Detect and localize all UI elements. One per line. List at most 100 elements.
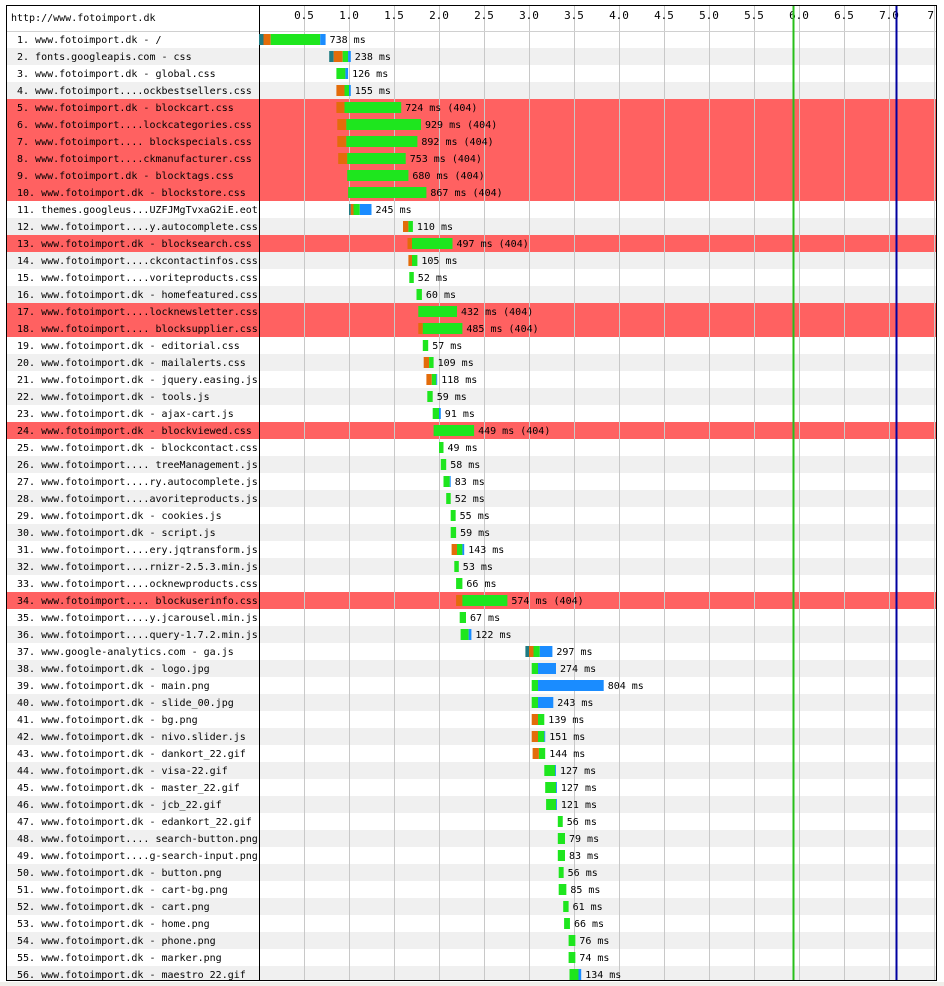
bar-download bbox=[555, 765, 556, 776]
request-label: 41. www.fotoimport.dk - bg.png bbox=[17, 715, 198, 726]
duration-label: 243 ms bbox=[557, 698, 593, 709]
x-tick-label: 1.0 bbox=[339, 9, 359, 22]
row-background bbox=[7, 303, 936, 320]
bar-ttfb bbox=[342, 51, 349, 62]
request-label: 25. www.fotoimport.dk - blockcontact.css bbox=[17, 443, 258, 454]
bar-connect bbox=[451, 544, 457, 555]
bar-connect bbox=[263, 34, 271, 45]
bar-connect bbox=[456, 595, 463, 606]
bar-ttfb bbox=[538, 748, 546, 759]
duration-label: 79 ms bbox=[569, 834, 599, 845]
bar-download bbox=[320, 34, 326, 45]
row-background bbox=[7, 864, 936, 881]
request-label: 1. www.fotoimport.dk - / bbox=[17, 35, 162, 46]
duration-label: 105 ms bbox=[421, 256, 457, 267]
request-label: 22. www.fotoimport.dk - tools.js bbox=[17, 392, 210, 403]
bar-ttfb bbox=[454, 561, 459, 572]
duration-label: 121 ms bbox=[561, 800, 597, 811]
bar-ttfb bbox=[462, 595, 508, 606]
bar-ttfb bbox=[531, 663, 538, 674]
request-label: 48. www.fotoimport.... search-button.png bbox=[17, 834, 258, 845]
duration-label: 59 ms bbox=[460, 528, 490, 539]
request-label: 6. www.fotoimport....lockcategories.css bbox=[17, 120, 252, 131]
x-tick-label: 4.5 bbox=[654, 9, 674, 22]
row-background bbox=[7, 745, 936, 762]
duration-label: 449 ms (404) bbox=[478, 426, 550, 437]
request-label: 39. www.fotoimport.dk - main.png bbox=[17, 681, 210, 692]
request-label: 50. www.fotoimport.dk - button.png bbox=[17, 868, 222, 879]
bar-ttfb bbox=[422, 323, 463, 334]
request-label: 47. www.fotoimport.dk - edankort_22.gif bbox=[17, 817, 252, 828]
bar-ttfb bbox=[344, 102, 402, 113]
duration-label: 144 ms bbox=[549, 749, 585, 760]
bar-ttfb bbox=[443, 476, 450, 487]
bar-ttfb bbox=[568, 935, 576, 946]
request-label: 17. www.fotoimport....locknewsletter.css bbox=[17, 307, 258, 318]
duration-label: 432 ms (404) bbox=[461, 307, 533, 318]
bar-ttfb bbox=[557, 816, 563, 827]
bar-download bbox=[539, 646, 553, 657]
request-label: 45. www.fotoimport.dk - master_22.gif bbox=[17, 783, 240, 794]
row-background bbox=[7, 439, 936, 456]
bar-connect bbox=[531, 714, 538, 725]
bar-ttfb bbox=[418, 306, 457, 317]
bar-connect bbox=[350, 204, 354, 215]
waterfall-svg: http://www.fotoimport.dk 0.5 1.0 1.5 2.0 2.5 3… bbox=[7, 6, 936, 981]
x-tick-label: 2.5 bbox=[474, 9, 494, 22]
row-background bbox=[7, 31, 936, 48]
bar-connect bbox=[418, 323, 423, 334]
request-label: 12. www.fotoimport....y.autocomplete.css bbox=[17, 222, 258, 233]
request-label: 44. www.fotoimport.dk - visa-22.gif bbox=[17, 766, 228, 777]
row-background bbox=[7, 847, 936, 864]
bar-download bbox=[538, 663, 556, 674]
duration-label: 52 ms bbox=[455, 494, 485, 505]
bar-download bbox=[556, 799, 557, 810]
row-background bbox=[7, 48, 936, 65]
duration-label: 867 ms (404) bbox=[430, 188, 502, 199]
duration-label: 66 ms bbox=[574, 919, 604, 930]
duration-label: 67 ms bbox=[470, 613, 500, 624]
request-label: 56. www.fotoimport.dk - maestro_22.gif bbox=[17, 970, 246, 981]
row-background bbox=[7, 966, 936, 980]
duration-label: 297 ms bbox=[556, 647, 592, 658]
request-label: 31. www.fotoimport....ery.jqtransform.js bbox=[17, 545, 258, 556]
bar-ttfb bbox=[422, 340, 429, 351]
bar-ttfb bbox=[347, 153, 406, 164]
bar-dns bbox=[259, 34, 264, 45]
bar-download bbox=[359, 204, 372, 215]
bar-ttfb bbox=[408, 221, 413, 232]
bar-ttfb bbox=[412, 255, 418, 266]
x-tick-label: 2.0 bbox=[429, 9, 449, 22]
duration-label: 83 ms bbox=[455, 477, 485, 488]
bar-ttfb bbox=[564, 918, 570, 929]
bar-connect bbox=[403, 221, 409, 232]
bar-download bbox=[348, 51, 351, 62]
duration-label: 57 ms bbox=[432, 341, 462, 352]
row-background bbox=[7, 694, 936, 711]
bar-connect bbox=[531, 731, 538, 742]
bar-download bbox=[436, 374, 438, 385]
duration-label: 55 ms bbox=[460, 511, 490, 522]
duration-label: 83 ms bbox=[569, 851, 599, 862]
duration-label: 929 ms (404) bbox=[425, 120, 497, 131]
bar-connect bbox=[336, 85, 345, 96]
bar-download bbox=[556, 782, 557, 793]
duration-label: 109 ms bbox=[438, 358, 474, 369]
row-background bbox=[7, 371, 936, 388]
bar-download bbox=[345, 68, 349, 79]
x-tick-label: 6.0 bbox=[789, 9, 809, 22]
duration-label: 58 ms bbox=[450, 460, 480, 471]
duration-label: 139 ms bbox=[548, 715, 584, 726]
bar-ttfb bbox=[346, 136, 418, 147]
bar-ttfb bbox=[433, 425, 475, 436]
duration-label: 155 ms bbox=[355, 86, 391, 97]
bar-ttfb bbox=[459, 612, 466, 623]
request-label: 43. www.fotoimport.dk - dankort_22.gif bbox=[17, 749, 246, 760]
bar-ttfb bbox=[557, 833, 565, 844]
row-background bbox=[7, 813, 936, 830]
duration-label: 49 ms bbox=[448, 443, 478, 454]
duration-label: 127 ms bbox=[560, 766, 596, 777]
request-label: 20. www.fotoimport.dk - mailalerts.css bbox=[17, 358, 246, 369]
bar-ttfb bbox=[558, 867, 564, 878]
request-label: 18. www.fotoimport.... blocksupplier.css bbox=[17, 324, 258, 335]
